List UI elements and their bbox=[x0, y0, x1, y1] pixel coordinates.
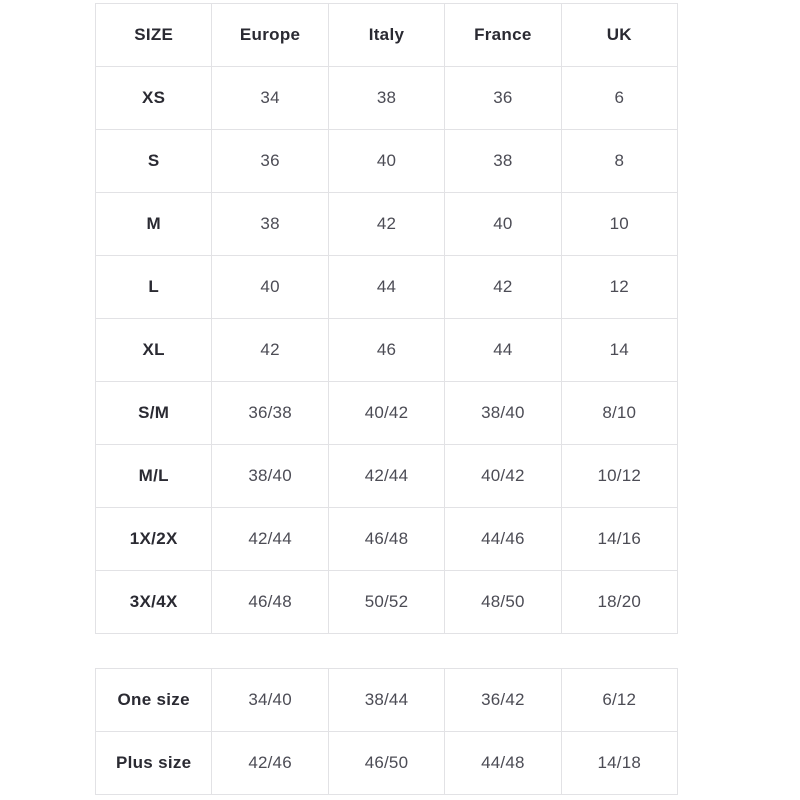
header-cell-italy: Italy bbox=[327, 3, 446, 67]
size-conversion-table: SIZE Europe Italy France UK XS 34 38 36 … bbox=[94, 3, 679, 634]
value-cell-france: 40 bbox=[444, 192, 562, 256]
value-cell-italy: 46/48 bbox=[327, 507, 446, 571]
value-cell-europe: 42/46 bbox=[211, 731, 329, 795]
value-cell-france: 38 bbox=[444, 129, 562, 193]
value-cell-france: 36/42 bbox=[444, 668, 562, 732]
table-row-ml: M/L 38/40 42/44 40/42 10/12 bbox=[94, 444, 679, 508]
value-cell-italy: 38/44 bbox=[327, 668, 446, 732]
table-row-plus-size: Plus size 42/46 46/50 44/48 14/18 bbox=[94, 731, 679, 795]
value-cell-italy: 46 bbox=[327, 318, 446, 382]
value-cell-italy: 40 bbox=[327, 129, 446, 193]
header-cell-france: France bbox=[444, 3, 562, 67]
table-row-one-size: One size 34/40 38/44 36/42 6/12 bbox=[94, 668, 679, 732]
value-cell-italy: 46/50 bbox=[327, 731, 446, 795]
size-label-cell: One size bbox=[94, 668, 213, 732]
size-label-cell: XS bbox=[94, 66, 213, 130]
size-label-cell: S/M bbox=[94, 381, 213, 445]
size-label-cell: 3X/4X bbox=[94, 570, 213, 634]
value-cell-europe: 40 bbox=[211, 255, 329, 319]
value-cell-europe: 36 bbox=[211, 129, 329, 193]
table-row-3x4x: 3X/4X 46/48 50/52 48/50 18/20 bbox=[94, 570, 679, 634]
value-cell-italy: 44 bbox=[327, 255, 446, 319]
size-label-cell: M bbox=[94, 192, 213, 256]
table-row-l: L 40 44 42 12 bbox=[94, 255, 679, 319]
size-label-cell: XL bbox=[94, 318, 213, 382]
table-row-1x2x: 1X/2X 42/44 46/48 44/46 14/16 bbox=[94, 507, 679, 571]
value-cell-uk: 10 bbox=[560, 192, 679, 256]
table-row-m: M 38 42 40 10 bbox=[94, 192, 679, 256]
value-cell-italy: 42/44 bbox=[327, 444, 446, 508]
value-cell-europe: 46/48 bbox=[211, 570, 329, 634]
header-cell-size: SIZE bbox=[94, 3, 213, 67]
value-cell-europe: 38/40 bbox=[211, 444, 329, 508]
value-cell-italy: 38 bbox=[327, 66, 446, 130]
value-cell-italy: 50/52 bbox=[327, 570, 446, 634]
size-conversion-section: SIZE Europe Italy France UK XS 34 38 36 … bbox=[94, 3, 679, 795]
table-row-sm: S/M 36/38 40/42 38/40 8/10 bbox=[94, 381, 679, 445]
size-table-body: XS 34 38 36 6 S 36 40 38 8 M 38 42 40 10 bbox=[94, 66, 679, 634]
value-cell-europe: 36/38 bbox=[211, 381, 329, 445]
table-row-xs: XS 34 38 36 6 bbox=[94, 66, 679, 130]
value-cell-italy: 40/42 bbox=[327, 381, 446, 445]
value-cell-europe: 34 bbox=[211, 66, 329, 130]
value-cell-france: 48/50 bbox=[444, 570, 562, 634]
value-cell-uk: 6/12 bbox=[560, 668, 679, 732]
one-size-plus-size-table: One size 34/40 38/44 36/42 6/12 Plus siz… bbox=[94, 668, 679, 795]
value-cell-uk: 6 bbox=[560, 66, 679, 130]
value-cell-france: 44/46 bbox=[444, 507, 562, 571]
size-table-header: SIZE Europe Italy France UK bbox=[94, 3, 679, 67]
size-label-cell: Plus size bbox=[94, 731, 213, 795]
size-label-cell: M/L bbox=[94, 444, 213, 508]
size-label-cell: 1X/2X bbox=[94, 507, 213, 571]
value-cell-europe: 34/40 bbox=[211, 668, 329, 732]
value-cell-uk: 8 bbox=[560, 129, 679, 193]
size-label-cell: L bbox=[94, 255, 213, 319]
size-label-cell: S bbox=[94, 129, 213, 193]
table-row-xl: XL 42 46 44 14 bbox=[94, 318, 679, 382]
table-row-s: S 36 40 38 8 bbox=[94, 129, 679, 193]
value-cell-europe: 42/44 bbox=[211, 507, 329, 571]
value-cell-uk: 14/16 bbox=[560, 507, 679, 571]
header-cell-europe: Europe bbox=[211, 3, 329, 67]
value-cell-france: 38/40 bbox=[444, 381, 562, 445]
value-cell-uk: 14 bbox=[560, 318, 679, 382]
value-cell-uk: 12 bbox=[560, 255, 679, 319]
value-cell-uk: 18/20 bbox=[560, 570, 679, 634]
value-cell-france: 36 bbox=[444, 66, 562, 130]
value-cell-europe: 42 bbox=[211, 318, 329, 382]
value-cell-uk: 14/18 bbox=[560, 731, 679, 795]
value-cell-uk: 10/12 bbox=[560, 444, 679, 508]
value-cell-france: 40/42 bbox=[444, 444, 562, 508]
header-row: SIZE Europe Italy France UK bbox=[94, 3, 679, 67]
value-cell-france: 44 bbox=[444, 318, 562, 382]
value-cell-europe: 38 bbox=[211, 192, 329, 256]
one-size-table-body: One size 34/40 38/44 36/42 6/12 Plus siz… bbox=[94, 668, 679, 795]
value-cell-uk: 8/10 bbox=[560, 381, 679, 445]
value-cell-france: 44/48 bbox=[444, 731, 562, 795]
value-cell-italy: 42 bbox=[327, 192, 446, 256]
value-cell-france: 42 bbox=[444, 255, 562, 319]
header-cell-uk: UK bbox=[560, 3, 679, 67]
